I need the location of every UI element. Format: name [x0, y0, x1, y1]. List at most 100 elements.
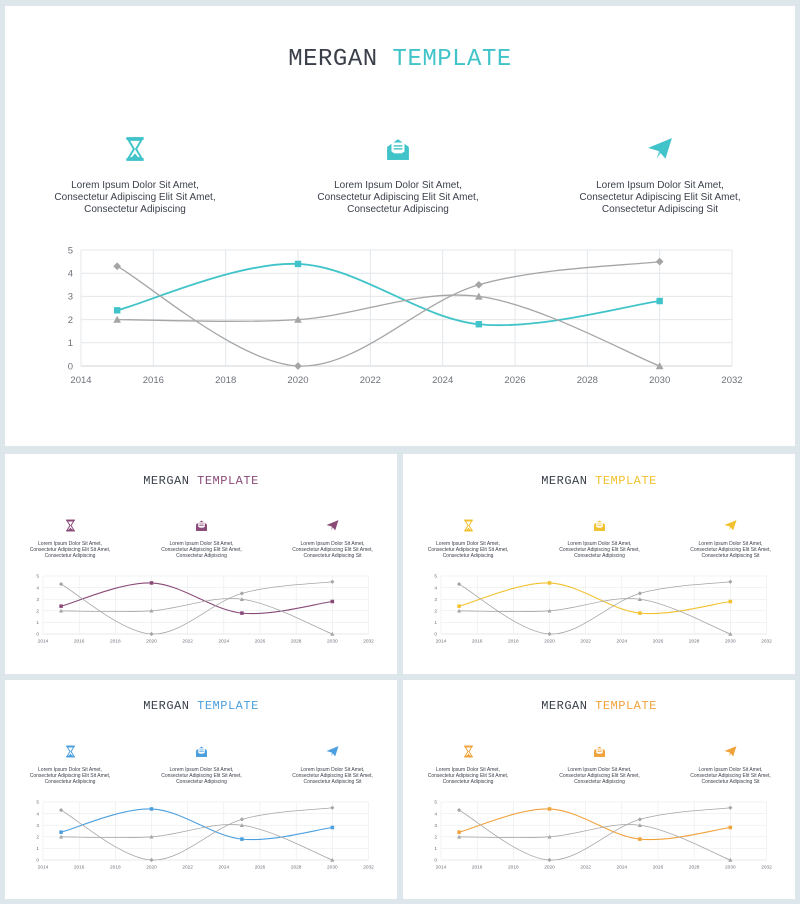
data-point: [637, 591, 643, 596]
data-point: [728, 825, 733, 830]
x-tick-label: 2022: [580, 865, 591, 871]
data-point: [547, 631, 552, 637]
caption-1: Lorem Ipsum Dolor Sit Amet, Consectetur A…: [413, 541, 523, 559]
data-point: [113, 262, 122, 271]
caption-2: Lorem Ipsum Dolor Sit Amet, Consectetur A…: [147, 541, 257, 559]
data-point: [475, 321, 483, 328]
caption-line: Consectetur Adipiscing Sit: [601, 204, 719, 215]
caption-line: Consectetur Adipiscing Sit: [701, 553, 760, 559]
data-point: [240, 837, 244, 841]
y-tick-label: 0: [434, 858, 437, 864]
data-point: [330, 631, 335, 636]
caption-line: Consectetur Adipiscing Elit Sit Amet,: [690, 547, 771, 553]
slide-title: MERGAN TEMPLATE: [5, 699, 397, 713]
data-point: [637, 817, 643, 822]
x-tick-label: 2026: [653, 865, 664, 871]
slide-title: MERGAN TEMPLATE: [5, 46, 795, 73]
x-tick-label: 2022: [360, 375, 381, 386]
x-tick-label: 2028: [291, 639, 302, 645]
x-tick-label: 2014: [70, 375, 91, 386]
y-tick-label: 3: [434, 597, 437, 603]
caption-line: Lorem Ipsum Dolor Sit Amet,: [38, 541, 102, 547]
line-chart: 0 1 2 3 4 5 2014 2016 2018 2020 2022 2024 2026 2028 20…: [434, 800, 772, 871]
caption-line: Consectetur Adipiscing: [442, 779, 494, 785]
data-point: [149, 857, 154, 863]
data-point: [330, 579, 335, 584]
title-word-1: MERGAN: [143, 699, 190, 713]
caption-line: Lorem Ipsum Dolor Sit Amet,: [334, 180, 462, 191]
y-tick-label: 3: [68, 292, 73, 303]
data-point: [239, 817, 245, 822]
caption-line: Lorem Ipsum Dolor Sit Amet,: [71, 180, 199, 191]
caption-line: Consectetur Adipiscing Elit Sit Amet,: [559, 547, 640, 553]
data-point: [547, 581, 552, 585]
envelope-icon: [593, 519, 606, 532]
data-point: [330, 825, 335, 830]
x-tick-label: 2026: [255, 639, 266, 645]
paper-plane-icon: [647, 136, 673, 162]
y-tick-label: 4: [434, 811, 437, 817]
caption-line: Consectetur Adipiscing: [442, 553, 494, 559]
x-tick-label: 2026: [653, 639, 664, 645]
caption-line: Lorem Ipsum Dolor Sit Amet,: [169, 767, 234, 773]
line-chart: 0 1 2 3 4 5 2014 2016 2018 2020 2022 2024 2026 2028 20…: [434, 574, 772, 645]
title-word-1: MERGAN: [541, 699, 588, 713]
x-tick-label: 2020: [287, 375, 308, 386]
x-tick-label: 2018: [508, 639, 519, 645]
series-line-3: [61, 598, 333, 635]
y-tick-label: 3: [36, 823, 39, 829]
x-tick-label: 2020: [544, 639, 555, 645]
caption-3: Lorem Ipsum Dolor Sit Amet, Consectetur A…: [550, 180, 770, 216]
caption-line: Lorem Ipsum Dolor Sit Amet,: [300, 541, 365, 547]
series-line-2: [458, 807, 731, 861]
caption-line: Consectetur Adipiscing Elit Sit Amet,: [54, 192, 216, 203]
caption-1: Lorem Ipsum Dolor Sit Amet, Consectetur A…: [15, 541, 125, 559]
envelope-icon: [195, 519, 208, 532]
slide-title: MERGAN TEMPLATE: [403, 699, 795, 713]
y-tick-label: 3: [434, 823, 437, 829]
caption-line: Consectetur Adipiscing: [176, 779, 227, 785]
envelope-icon: [593, 745, 606, 758]
data-point: [474, 280, 483, 289]
x-tick-label: 2030: [649, 375, 670, 386]
y-tick-label: 2: [36, 834, 39, 840]
y-tick-label: 0: [36, 632, 39, 638]
caption-2: Lorem Ipsum Dolor Sit Amet, Consectetur A…: [288, 180, 508, 216]
x-tick-label: 2020: [146, 865, 157, 871]
x-tick-label: 2024: [617, 639, 628, 645]
title-word-2: TEMPLATE: [595, 699, 657, 713]
caption-line: Lorem Ipsum Dolor Sit Amet,: [38, 767, 102, 773]
data-point: [638, 837, 642, 841]
x-tick-label: 2026: [255, 865, 266, 871]
caption-line: Consectetur Adipiscing Elit Sit Amet,: [317, 192, 479, 203]
x-tick-label: 2030: [725, 865, 736, 871]
caption-line: Consectetur Adipiscing Sit: [303, 779, 362, 785]
data-point: [149, 581, 154, 585]
y-tick-label: 0: [434, 632, 437, 638]
data-point: [547, 807, 552, 811]
data-point: [655, 257, 664, 266]
data-point: [638, 611, 642, 615]
caption-line: Consectetur Adipiscing Sit: [303, 553, 362, 559]
x-tick-label: 2016: [472, 639, 483, 645]
x-tick-label: 2032: [363, 639, 374, 645]
x-tick-label: 2018: [110, 639, 121, 645]
caption-3: Lorem Ipsum Dolor Sit Amet, Consectetur A…: [278, 541, 388, 559]
data-point: [239, 591, 245, 596]
x-tick-label: 2016: [143, 375, 164, 386]
x-tick-label: 2024: [617, 865, 628, 871]
data-point: [113, 307, 121, 314]
data-point: [656, 297, 663, 305]
caption-line: Consectetur Adipiscing: [574, 553, 625, 559]
caption-line: Consectetur Adipiscing Elit Sit Amet,: [690, 773, 771, 779]
x-tick-label: 2018: [508, 865, 519, 871]
series-line-1: [458, 582, 731, 615]
data-point: [149, 608, 154, 613]
caption-line: Consectetur Adipiscing: [347, 204, 449, 215]
data-point: [547, 608, 552, 613]
y-tick-label: 5: [36, 800, 39, 806]
title-word-2: TEMPLATE: [197, 699, 259, 713]
caption-2: Lorem Ipsum Dolor Sit Amet, Consectetur A…: [545, 767, 655, 785]
caption-line: Consectetur Adipiscing Elit Sit Amet,: [579, 192, 741, 203]
x-tick-label: 2026: [504, 375, 525, 386]
